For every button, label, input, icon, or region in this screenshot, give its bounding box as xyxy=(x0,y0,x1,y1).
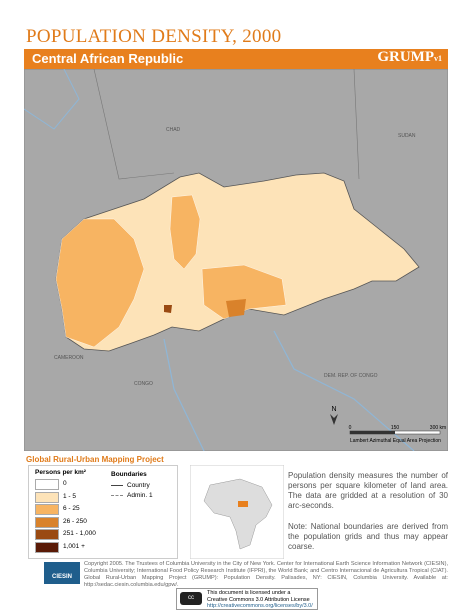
copyright: Copyright 2005. The Trustees of Columbia… xyxy=(84,561,448,588)
legend-label: 1,001 + xyxy=(63,542,85,550)
scale-label: 150 xyxy=(391,425,400,431)
legend-label: 1 - 5 xyxy=(63,492,77,500)
density-region xyxy=(201,264,287,320)
river xyxy=(24,69,80,130)
license-line: Creative Commons 3.0 Attribution License xyxy=(207,596,310,603)
legend-swatch xyxy=(35,529,59,540)
project-name: Global Rural-Urban Mapping Project xyxy=(26,455,164,464)
license: cc This document is licensed under a Cre… xyxy=(176,588,318,610)
inset-map xyxy=(190,465,284,559)
map-labels: CHAD SUDAN CAMEROON CONGO DEM. REP. OF CONGO xyxy=(54,127,416,387)
density-region xyxy=(164,305,172,313)
boundary-label: Admin. 1 xyxy=(127,492,153,499)
border-line xyxy=(93,69,175,180)
boundaries-title: Boundaries xyxy=(111,471,147,478)
license-line: http://creativecommons.org/licenses/by/3… xyxy=(207,603,313,609)
scale-bar: N 0 150 300 km Lambert Azimuthal Equal A… xyxy=(330,406,446,444)
scale-label: 300 km xyxy=(430,425,446,431)
legend-label: 6 - 25 xyxy=(63,505,80,512)
legend-swatch xyxy=(35,541,59,553)
boundary-label: Country xyxy=(127,482,150,489)
legend-swatch xyxy=(35,479,59,490)
legend-swatch xyxy=(35,491,59,503)
title: POPULATION DENSITY, 2000 xyxy=(26,26,282,47)
projection: Lambert Azimuthal Equal Area Projection xyxy=(350,438,441,444)
density-region xyxy=(55,218,145,348)
logo-text: GRUMP xyxy=(377,49,434,65)
logo-version: v1 xyxy=(434,54,442,63)
legend-swatch xyxy=(35,516,59,528)
legend-title: Persons per km² xyxy=(35,469,86,476)
density-region xyxy=(226,299,246,317)
river xyxy=(163,330,415,451)
north-arrow xyxy=(330,414,338,425)
inset-highlight xyxy=(238,501,248,507)
country-label: SUDAN xyxy=(398,133,416,139)
density-region xyxy=(169,194,201,270)
country-label: DEM. REP. OF CONGO xyxy=(324,373,378,379)
map: CHAD SUDAN CAMEROON CONGO DEM. REP. OF CONGO… xyxy=(24,69,448,451)
banner: Central African Republic GRUMPv1 xyxy=(24,49,448,69)
legend-label: 0 xyxy=(63,480,67,487)
description: Population density measures the number o… xyxy=(288,471,448,510)
scale-label: 0 xyxy=(349,425,352,431)
cc-badge: cc xyxy=(180,592,202,605)
country-shape xyxy=(55,172,420,352)
note: Note: National boundaries are derived fr… xyxy=(288,522,448,551)
legend-swatch xyxy=(35,504,59,515)
scale-bar-rect xyxy=(350,431,395,434)
legend-label: 26 - 250 xyxy=(63,517,87,525)
boundary-symbol xyxy=(111,485,123,486)
country-label: CAMEROON xyxy=(54,355,84,361)
legend-label: 251 - 1,000 xyxy=(63,530,96,537)
north-label: N xyxy=(331,406,336,413)
ciesin-logo: CIESIN xyxy=(44,562,80,584)
grump-logo: GRUMPv1 xyxy=(377,49,442,66)
africa xyxy=(203,478,273,550)
country-label: CONGO xyxy=(134,381,153,387)
border-line xyxy=(353,69,360,180)
legend: Persons per km² Boundaries 0 1 - 5 6 - 25 2… xyxy=(28,465,178,559)
license-line: This document is licensed under a xyxy=(207,590,291,596)
boundary-symbol xyxy=(111,495,123,496)
country-label: CHAD xyxy=(166,127,181,133)
subtitle: Central African Republic xyxy=(32,51,184,66)
